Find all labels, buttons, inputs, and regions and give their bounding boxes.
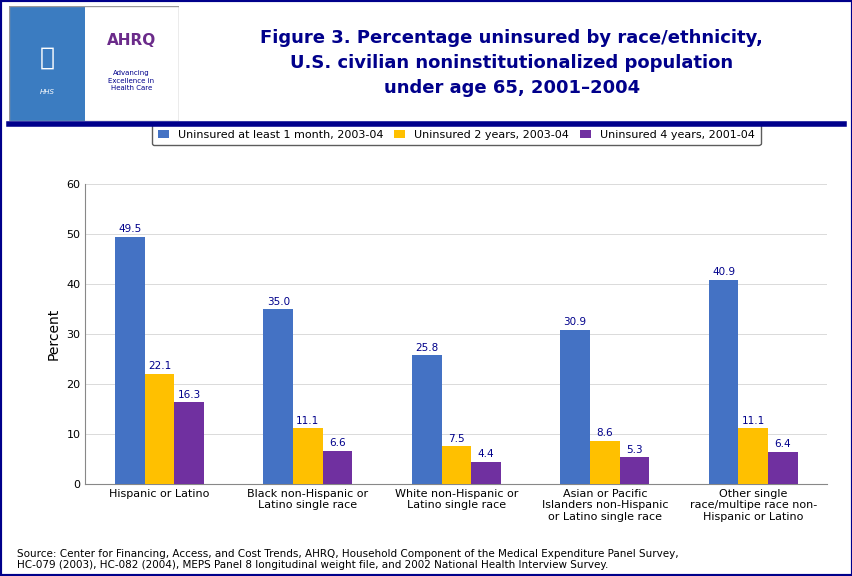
- Text: Source: Center for Financing, Access, and Cost Trends, AHRQ, Household Component: Source: Center for Financing, Access, an…: [17, 548, 678, 570]
- Bar: [708, 280, 738, 484]
- Text: HHS: HHS: [39, 89, 55, 95]
- Text: 25.8: 25.8: [415, 343, 438, 353]
- Y-axis label: Percent: Percent: [47, 308, 60, 360]
- Bar: [293, 429, 322, 484]
- Bar: [9, 6, 85, 121]
- Bar: [145, 373, 174, 484]
- Text: 6.6: 6.6: [329, 438, 346, 448]
- Text: 11.1: 11.1: [296, 416, 320, 426]
- Text: 40.9: 40.9: [711, 267, 734, 277]
- Text: Advancing
Excellence in
Health Care: Advancing Excellence in Health Care: [108, 70, 154, 91]
- Text: AHRQ: AHRQ: [106, 33, 156, 48]
- Legend: Uninsured at least 1 month, 2003-04, Uninsured 2 years, 2003-04, Uninsured 4 yea: Uninsured at least 1 month, 2003-04, Uni…: [152, 124, 760, 145]
- Text: 35.0: 35.0: [267, 297, 290, 306]
- Text: 8.6: 8.6: [596, 429, 613, 438]
- Bar: [590, 441, 619, 484]
- Bar: [322, 451, 352, 484]
- Text: 30.9: 30.9: [563, 317, 586, 327]
- Bar: [619, 457, 648, 484]
- Bar: [263, 309, 293, 484]
- Bar: [115, 237, 145, 484]
- Bar: [85, 6, 179, 121]
- Text: 5.3: 5.3: [625, 445, 642, 455]
- Bar: [560, 329, 590, 484]
- Text: 16.3: 16.3: [177, 390, 200, 400]
- Text: ⭐: ⭐: [39, 46, 55, 70]
- Bar: [470, 462, 500, 484]
- Bar: [412, 355, 441, 484]
- Bar: [767, 452, 797, 484]
- Text: 49.5: 49.5: [118, 224, 141, 234]
- Text: Figure 3. Percentage uninsured by race/ethnicity,
U.S. civilian noninstitutional: Figure 3. Percentage uninsured by race/e…: [260, 29, 763, 97]
- Text: 22.1: 22.1: [147, 361, 171, 371]
- Text: 11.1: 11.1: [740, 416, 764, 426]
- Text: 7.5: 7.5: [447, 434, 464, 444]
- Bar: [174, 403, 204, 484]
- Bar: [441, 446, 470, 484]
- Text: 6.4: 6.4: [774, 439, 791, 449]
- Bar: [738, 429, 767, 484]
- Text: 4.4: 4.4: [477, 449, 494, 460]
